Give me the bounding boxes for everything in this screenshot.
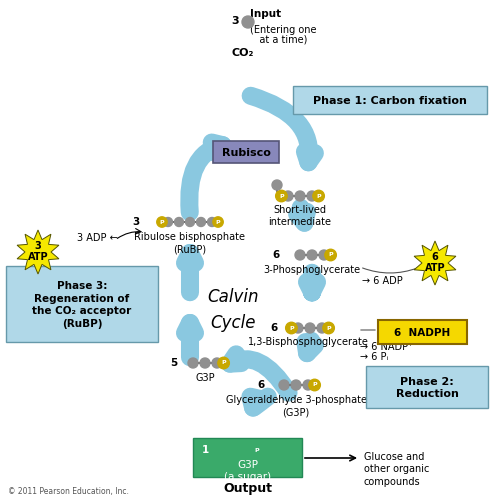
Circle shape xyxy=(305,323,315,333)
Text: Ribulose bisphosphate
(RuBP): Ribulose bisphosphate (RuBP) xyxy=(134,232,246,254)
Circle shape xyxy=(164,218,173,226)
Text: P: P xyxy=(160,220,164,224)
FancyArrowPatch shape xyxy=(250,396,268,407)
Polygon shape xyxy=(17,230,59,274)
Text: → 6 ADP: → 6 ADP xyxy=(362,276,403,286)
FancyArrowPatch shape xyxy=(250,96,315,162)
Text: P: P xyxy=(316,194,321,198)
Text: 3: 3 xyxy=(231,16,239,26)
Circle shape xyxy=(323,322,334,334)
FancyArrowPatch shape xyxy=(185,323,195,357)
Text: Glucose and
other organic
compounds: Glucose and other organic compounds xyxy=(364,452,430,487)
Circle shape xyxy=(319,250,329,260)
Text: P: P xyxy=(221,360,226,366)
Text: P: P xyxy=(326,326,331,330)
Text: G3P: G3P xyxy=(195,373,215,383)
FancyArrowPatch shape xyxy=(185,253,195,292)
Text: © 2011 Pearson Education, Inc.: © 2011 Pearson Education, Inc. xyxy=(8,487,129,496)
Circle shape xyxy=(213,217,223,227)
FancyArrowPatch shape xyxy=(306,340,315,353)
Text: Phase 1: Carbon fixation: Phase 1: Carbon fixation xyxy=(313,96,467,106)
Text: Short-lived
intermediate: Short-lived intermediate xyxy=(268,205,331,228)
Circle shape xyxy=(293,323,303,333)
Text: P: P xyxy=(312,382,317,388)
Circle shape xyxy=(307,191,317,201)
Text: CO₂: CO₂ xyxy=(232,48,254,58)
Text: 6: 6 xyxy=(258,380,265,390)
Text: 3: 3 xyxy=(35,241,41,251)
Circle shape xyxy=(218,357,229,369)
Text: (Entering one: (Entering one xyxy=(250,25,316,35)
Circle shape xyxy=(252,445,262,455)
Circle shape xyxy=(317,323,327,333)
Circle shape xyxy=(186,218,194,226)
FancyArrowPatch shape xyxy=(297,208,307,223)
FancyArrowPatch shape xyxy=(307,273,317,292)
Text: at a time): at a time) xyxy=(250,34,308,44)
Circle shape xyxy=(303,380,313,390)
Text: 6: 6 xyxy=(271,323,278,333)
Circle shape xyxy=(295,191,305,201)
Text: 6  NADPH: 6 NADPH xyxy=(394,328,450,338)
Circle shape xyxy=(279,380,289,390)
Circle shape xyxy=(313,190,324,202)
Text: Input: Input xyxy=(250,9,281,19)
Circle shape xyxy=(175,218,184,226)
Circle shape xyxy=(157,217,167,227)
Text: 3: 3 xyxy=(276,191,283,201)
FancyBboxPatch shape xyxy=(378,320,467,344)
Text: 6: 6 xyxy=(432,252,438,262)
Text: Glyceraldehyde 3-phosphate
(G3P): Glyceraldehyde 3-phosphate (G3P) xyxy=(226,395,367,417)
Circle shape xyxy=(225,446,234,454)
FancyArrowPatch shape xyxy=(189,142,223,212)
Text: ATP: ATP xyxy=(425,263,445,273)
Circle shape xyxy=(307,250,317,260)
Circle shape xyxy=(188,358,198,368)
Text: 3: 3 xyxy=(133,217,140,227)
FancyArrowPatch shape xyxy=(230,354,289,393)
Text: Phase 2:
Reduction: Phase 2: Reduction xyxy=(396,377,458,399)
Circle shape xyxy=(286,322,297,334)
Text: P: P xyxy=(255,448,259,452)
Circle shape xyxy=(196,218,205,226)
Text: Rubisco: Rubisco xyxy=(222,148,270,158)
FancyBboxPatch shape xyxy=(6,266,158,342)
Text: 6: 6 xyxy=(273,250,280,260)
Polygon shape xyxy=(414,241,456,285)
Circle shape xyxy=(212,358,222,368)
Text: G3P
(a sugar): G3P (a sugar) xyxy=(224,460,272,481)
Text: 3-Phosphoglycerate: 3-Phosphoglycerate xyxy=(263,265,361,275)
Text: 5: 5 xyxy=(170,358,177,368)
Circle shape xyxy=(242,16,254,28)
FancyBboxPatch shape xyxy=(193,438,302,477)
Text: P: P xyxy=(328,252,333,258)
Text: P: P xyxy=(279,194,284,198)
Text: 1: 1 xyxy=(201,445,209,455)
Circle shape xyxy=(283,191,293,201)
FancyBboxPatch shape xyxy=(213,141,279,163)
Circle shape xyxy=(309,379,320,391)
Text: ATP: ATP xyxy=(28,252,48,262)
Circle shape xyxy=(291,380,301,390)
Circle shape xyxy=(325,249,336,261)
Text: → 6 Pᵢ: → 6 Pᵢ xyxy=(360,352,388,362)
FancyBboxPatch shape xyxy=(293,86,487,114)
FancyBboxPatch shape xyxy=(366,366,488,408)
Text: Output: Output xyxy=(224,482,272,495)
Text: → 6 NADP⁺: → 6 NADP⁺ xyxy=(360,342,413,352)
Text: Calvin
Cycle: Calvin Cycle xyxy=(207,288,259,332)
Circle shape xyxy=(207,218,216,226)
Text: Phase 3:
Regeneration of
the CO₂ acceptor
(RuBP): Phase 3: Regeneration of the CO₂ accepto… xyxy=(32,281,131,329)
Text: P: P xyxy=(289,326,294,330)
Circle shape xyxy=(295,250,305,260)
Text: P: P xyxy=(216,220,220,224)
Circle shape xyxy=(272,180,282,190)
Circle shape xyxy=(200,358,210,368)
Text: 1,3-Bisphosphoglycerate: 1,3-Bisphosphoglycerate xyxy=(248,337,369,347)
Circle shape xyxy=(236,446,245,454)
Circle shape xyxy=(247,446,255,454)
Circle shape xyxy=(276,190,287,202)
Text: 3 ADP ←: 3 ADP ← xyxy=(77,233,118,243)
